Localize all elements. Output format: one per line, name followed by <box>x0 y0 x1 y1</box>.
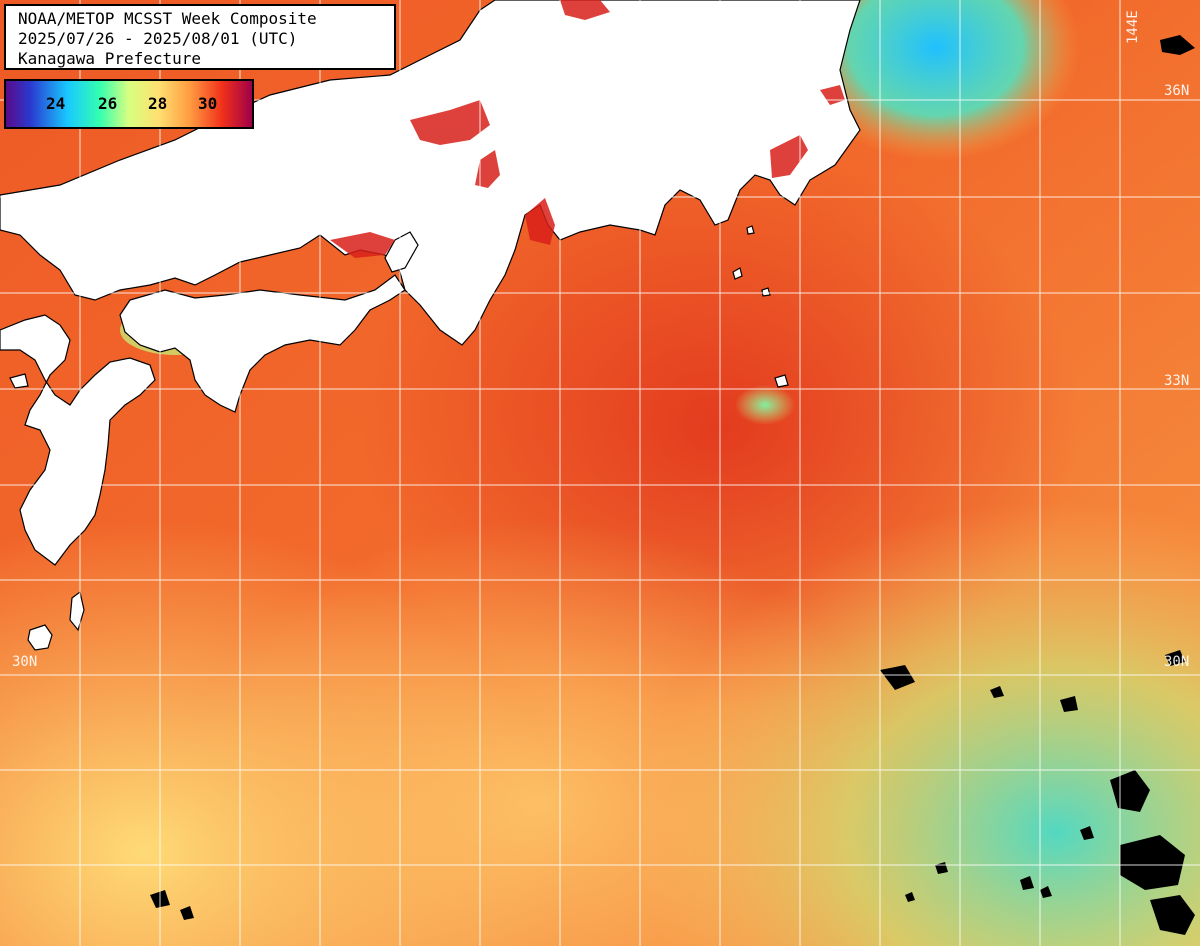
region-label: Kanagawa Prefecture <box>18 49 202 68</box>
izu-island-2 <box>732 267 743 280</box>
land <box>0 0 861 651</box>
color-scale-legend: 24 26 28 30 <box>4 79 254 129</box>
lat-label-30n-west: 30N <box>12 654 37 670</box>
shikoku <box>119 274 406 413</box>
honshu <box>0 0 861 346</box>
legend-label-30: 30 <box>198 94 218 113</box>
izu-island-4 <box>746 225 755 235</box>
coastal-warm-patches <box>330 0 845 258</box>
izu-island-1 <box>774 374 789 388</box>
date-range: 2025/07/26 - 2025/08/01 (UTC) <box>18 29 298 48</box>
legend-label-28: 28 <box>148 94 168 113</box>
izu-island-3 <box>761 287 771 297</box>
legend-label-26: 26 <box>98 94 118 113</box>
kyushu <box>0 314 156 566</box>
lat-label-30n-east: 30N <box>1164 654 1189 670</box>
island-south-3 <box>9 373 29 389</box>
map-title: NOAA/METOP MCSST Week Composite <box>18 9 317 28</box>
lon-label-144e: 144E <box>1125 10 1141 44</box>
lon-label-136e: 136E <box>485 10 501 44</box>
lat-label-33n: 33N <box>1164 373 1189 389</box>
lat-label-36n: 36N <box>1164 83 1189 99</box>
legend-label-24: 24 <box>46 94 66 113</box>
cool-eddy <box>735 385 795 425</box>
island-south-1 <box>27 624 53 651</box>
title-panel: NOAA/METOP MCSST Week Composite 2025/07/… <box>4 4 396 70</box>
color-scale-bar <box>6 81 252 127</box>
awaji-island <box>384 231 419 273</box>
